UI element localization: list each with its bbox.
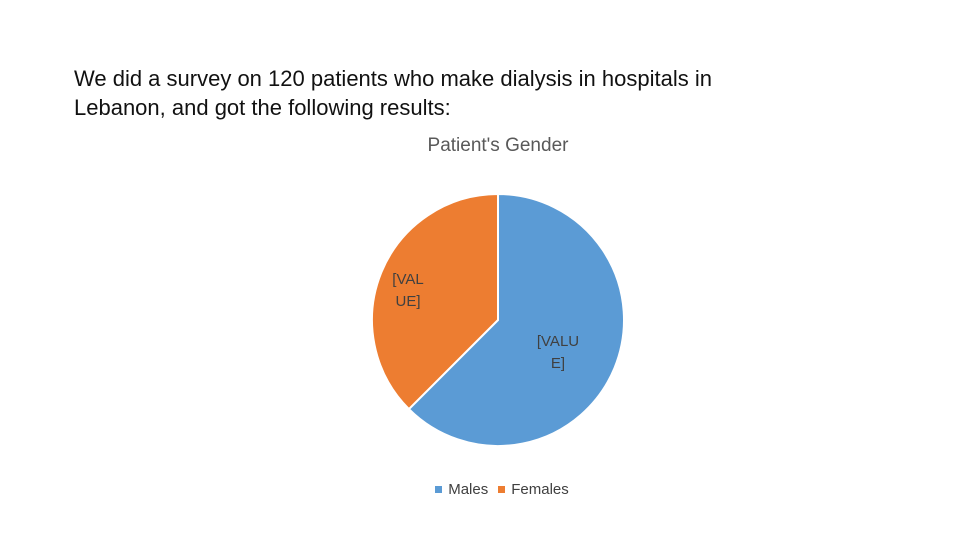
legend-swatch-males <box>435 486 443 493</box>
legend-swatch-females <box>498 486 506 493</box>
legend-label-males: Males <box>448 481 489 498</box>
legend-label-females: Females <box>511 481 569 498</box>
pie-slice-males <box>407 192 625 447</box>
slide-text-line-1: We did a survey on 120 patients who make… <box>74 66 712 91</box>
legend-item-females: Females <box>498 481 569 498</box>
data-label-females: [VAL UE] <box>392 271 423 310</box>
pie-chart: [VALU E] [VAL UE] <box>371 192 625 447</box>
slide-text-line-2: Lebanon, and got the following results: <box>74 95 451 120</box>
data-label-males: [VALU E] <box>537 333 579 372</box>
slide-body-text: We did a survey on 120 patients who make… <box>74 64 874 122</box>
chart-legend: Males Females <box>0 481 960 498</box>
chart-title: Patient's Gender <box>427 135 569 156</box>
legend-item-males: Males <box>435 481 488 498</box>
pie-slice-females <box>371 192 499 411</box>
